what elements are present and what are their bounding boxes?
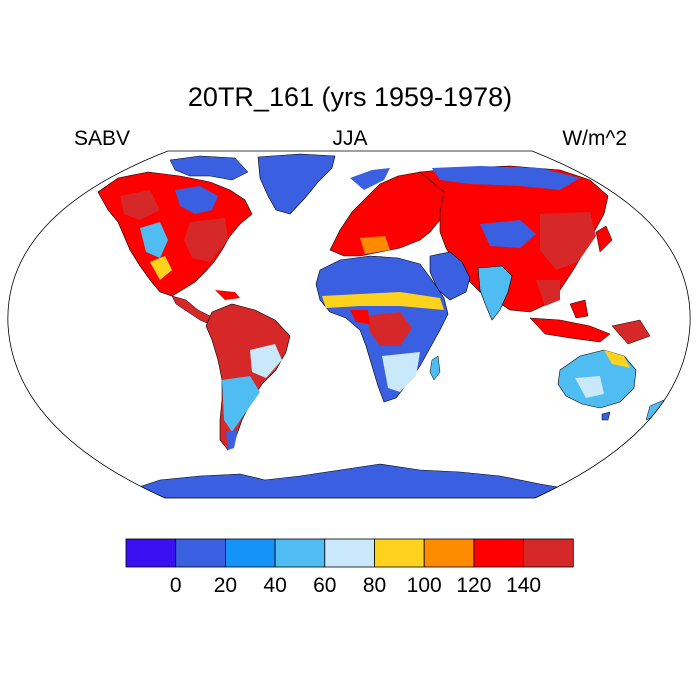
colorbar-tick-label: 100 bbox=[407, 574, 442, 597]
colorbar-tick-label: 40 bbox=[263, 574, 286, 597]
colorbar-tick-label: 120 bbox=[456, 574, 491, 597]
map-frame bbox=[7, 150, 691, 499]
colorbar-tick-label: 80 bbox=[363, 574, 386, 597]
colorbar-labels: 0 20 40 60 80 100 120 140 bbox=[170, 574, 541, 597]
colorbar-box bbox=[523, 538, 574, 568]
colorbar-tick-label: 20 bbox=[214, 574, 237, 597]
colorbar-boxes bbox=[125, 538, 574, 568]
colorbar-box bbox=[125, 538, 177, 568]
colorbar-box bbox=[274, 538, 326, 568]
arctic-islands bbox=[169, 155, 249, 181]
colorbar-box bbox=[473, 538, 524, 568]
colorbar-box bbox=[423, 538, 475, 568]
colorbar-box bbox=[324, 538, 375, 568]
map-title: 20TR_161 (yrs 1959-1978) bbox=[187, 82, 513, 112]
variable-label: SABV bbox=[74, 127, 131, 150]
middle-east bbox=[429, 251, 471, 301]
colorbar-tick-label: 0 bbox=[170, 574, 182, 597]
season-label: JJA bbox=[332, 127, 368, 150]
india bbox=[477, 265, 513, 321]
colorbar-tick-label: 60 bbox=[313, 574, 336, 597]
greenland bbox=[257, 153, 336, 215]
colorbar-box bbox=[175, 538, 226, 568]
colorbar-box bbox=[374, 538, 425, 568]
colorbar-box bbox=[224, 538, 276, 568]
units-label: W/m^2 bbox=[562, 127, 627, 150]
indonesia bbox=[529, 317, 611, 343]
colorbar-tick-label: 140 bbox=[506, 574, 541, 597]
